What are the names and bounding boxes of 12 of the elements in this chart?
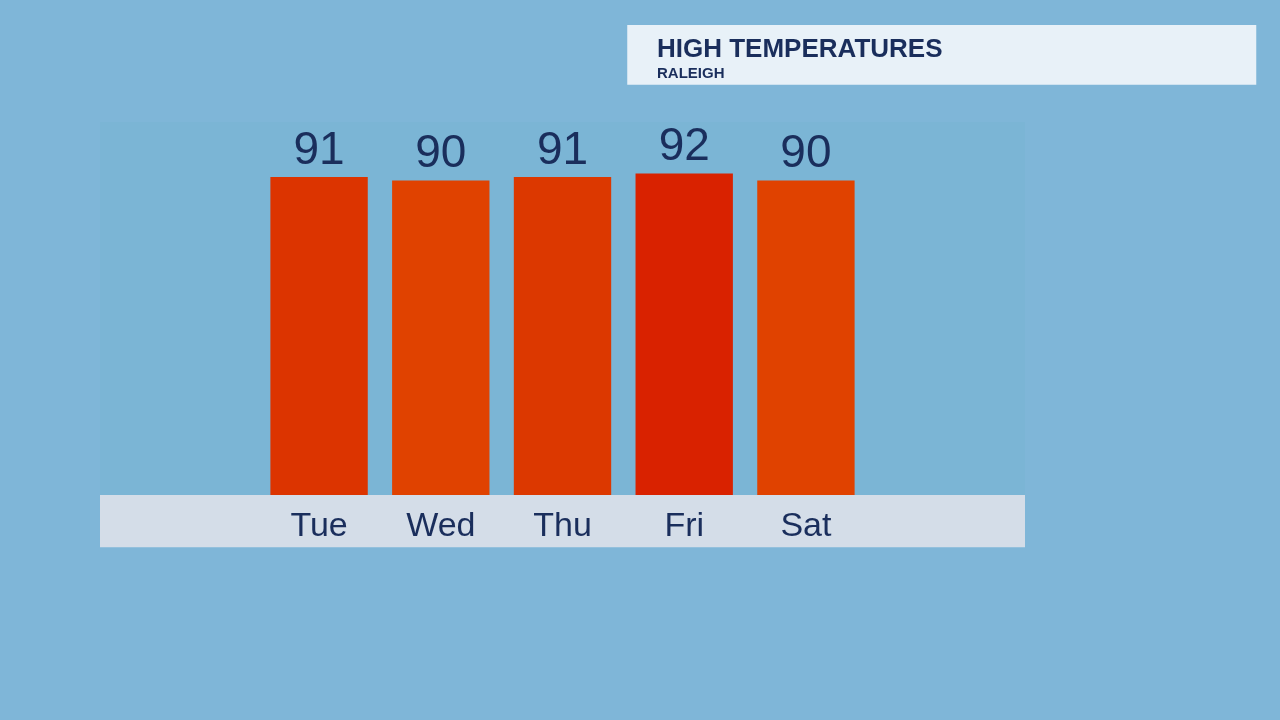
data-label: 90: [780, 125, 832, 178]
chart-title: HIGH TEMPERATURES: [657, 33, 943, 63]
x-tick-label: Thu: [533, 505, 592, 543]
x-tick-label: Tue: [290, 505, 348, 543]
data-label: 91: [536, 121, 589, 174]
x-tick-label: Wed: [406, 505, 476, 543]
data-label: 90: [415, 125, 467, 178]
chart-subtitle: RALEIGH: [657, 64, 725, 81]
data-label: 91: [293, 121, 345, 174]
x-tick-label: Fri: [664, 505, 705, 543]
data-label: 92: [658, 118, 710, 171]
x-tick-label: Sat: [780, 505, 832, 543]
